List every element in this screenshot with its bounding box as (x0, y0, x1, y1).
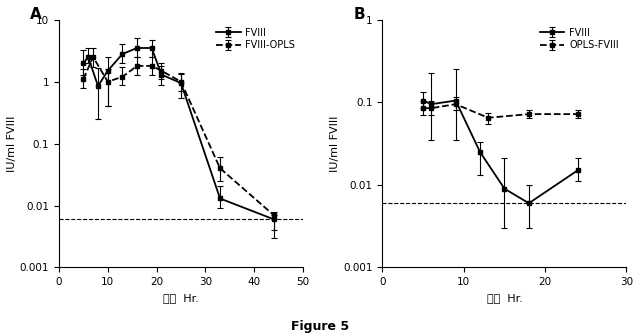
Y-axis label: IU/ml FVIII: IU/ml FVIII (7, 116, 17, 172)
Legend: FVIII, OPLS-FVIII: FVIII, OPLS-FVIII (537, 25, 621, 53)
Legend: FVIII, FVIII-OPLS: FVIII, FVIII-OPLS (213, 25, 298, 53)
X-axis label: 時間  Hr.: 時間 Hr. (486, 293, 522, 303)
X-axis label: 時間  Hr.: 時間 Hr. (163, 293, 199, 303)
Text: B: B (353, 7, 365, 22)
Text: A: A (29, 7, 42, 22)
Text: Figure 5: Figure 5 (291, 320, 349, 333)
Y-axis label: IU/ml FVIII: IU/ml FVIII (330, 116, 340, 172)
